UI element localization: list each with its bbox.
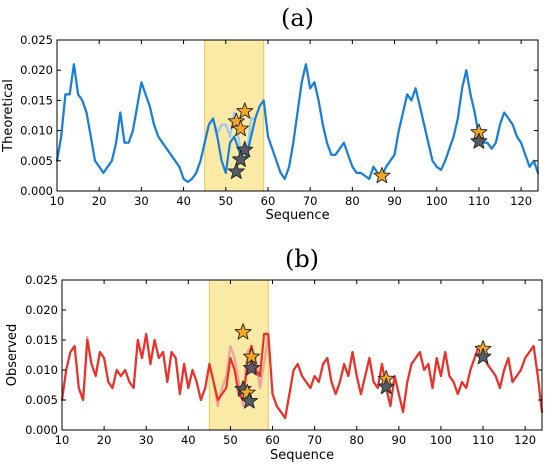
x-tick-label: 20 [92,194,107,208]
y-tick-label: 0.020 [20,63,53,77]
x-tick-label: 10 [50,194,65,208]
series-line-main [60,332,544,420]
x-tick-label: 110 [468,194,490,208]
star-marker-gray [232,150,250,167]
star-marker-orange [238,383,256,401]
y-tick-label: 0.010 [20,124,53,138]
x-tick-label: 40 [176,194,191,208]
star-marker-orange [227,112,245,129]
y-tick-label: 0.025 [20,33,53,47]
x-tick-label: 50 [218,194,233,208]
x-tick-label: 30 [134,194,149,208]
y-tick-label: 0.005 [20,154,53,168]
star-marker-gray [227,162,245,179]
x-tick-label: 20 [97,433,112,447]
star-marker-orange [232,119,250,137]
chart-panel-b: (b) 10 20 30 40 50 60 70 80 90 100 110 120 0.000 0.005… [5,245,544,463]
x-axis-label: Sequence [270,448,334,463]
y-tick-label: 0.015 [20,93,53,107]
star-marker-gray [474,347,492,365]
y-tick-label: 0.010 [25,363,58,377]
x-tick-label: 80 [345,194,360,208]
x-tick-label: 10 [55,433,70,447]
x-tick-label: 90 [387,194,402,208]
x-tick-label: 60 [261,194,276,208]
x-tick-label: 70 [307,433,322,447]
x-tick-label: 90 [392,433,407,447]
y-tick-label: 0.020 [25,303,58,317]
star-marker-gray [240,392,258,409]
x-axis-label: Sequence [265,208,329,223]
x-tick-label: 60 [265,433,280,447]
y-tick-label: 0.000 [25,423,58,437]
y-tick-label: 0.015 [25,333,58,347]
highlight-region [208,279,269,431]
x-tick-label: 110 [472,433,494,447]
star-marker-gray [470,132,488,149]
y-tick-label: 0.025 [25,273,58,287]
star-marker-gray [242,359,261,376]
plot-frame [61,279,543,431]
star-marker-orange [236,102,254,119]
panel-label: (b) [285,245,319,273]
panel-label: (a) [281,4,314,32]
x-tick-label: 30 [139,433,154,447]
y-tick-label: 0.000 [20,184,53,198]
plot-frame [56,39,539,192]
chart-panel-a: (a) 10 20 30 40 50 60 70 80 90 100 110 120 0.000 0.005… [1,4,540,223]
y-tick-label: 0.005 [25,393,58,407]
star-marker-orange [373,166,391,184]
star-marker-orange [234,323,252,340]
x-tick-label: 100 [430,433,452,447]
x-tick-label: 50 [223,433,238,447]
star-marker-gray [377,377,395,395]
series-line-light [55,63,540,183]
y-axis-label: Theoretical [1,79,16,153]
x-tick-label: 80 [349,433,364,447]
star-marker-gray [236,140,254,158]
y-axis-label: Observed [5,324,20,387]
x-tick-label: 100 [426,194,448,208]
x-tick-label: 70 [303,194,318,208]
series-line-main [55,63,540,183]
x-tick-label: 40 [181,433,196,447]
x-tick-label: 120 [514,433,536,447]
x-tick-label: 120 [510,194,532,208]
